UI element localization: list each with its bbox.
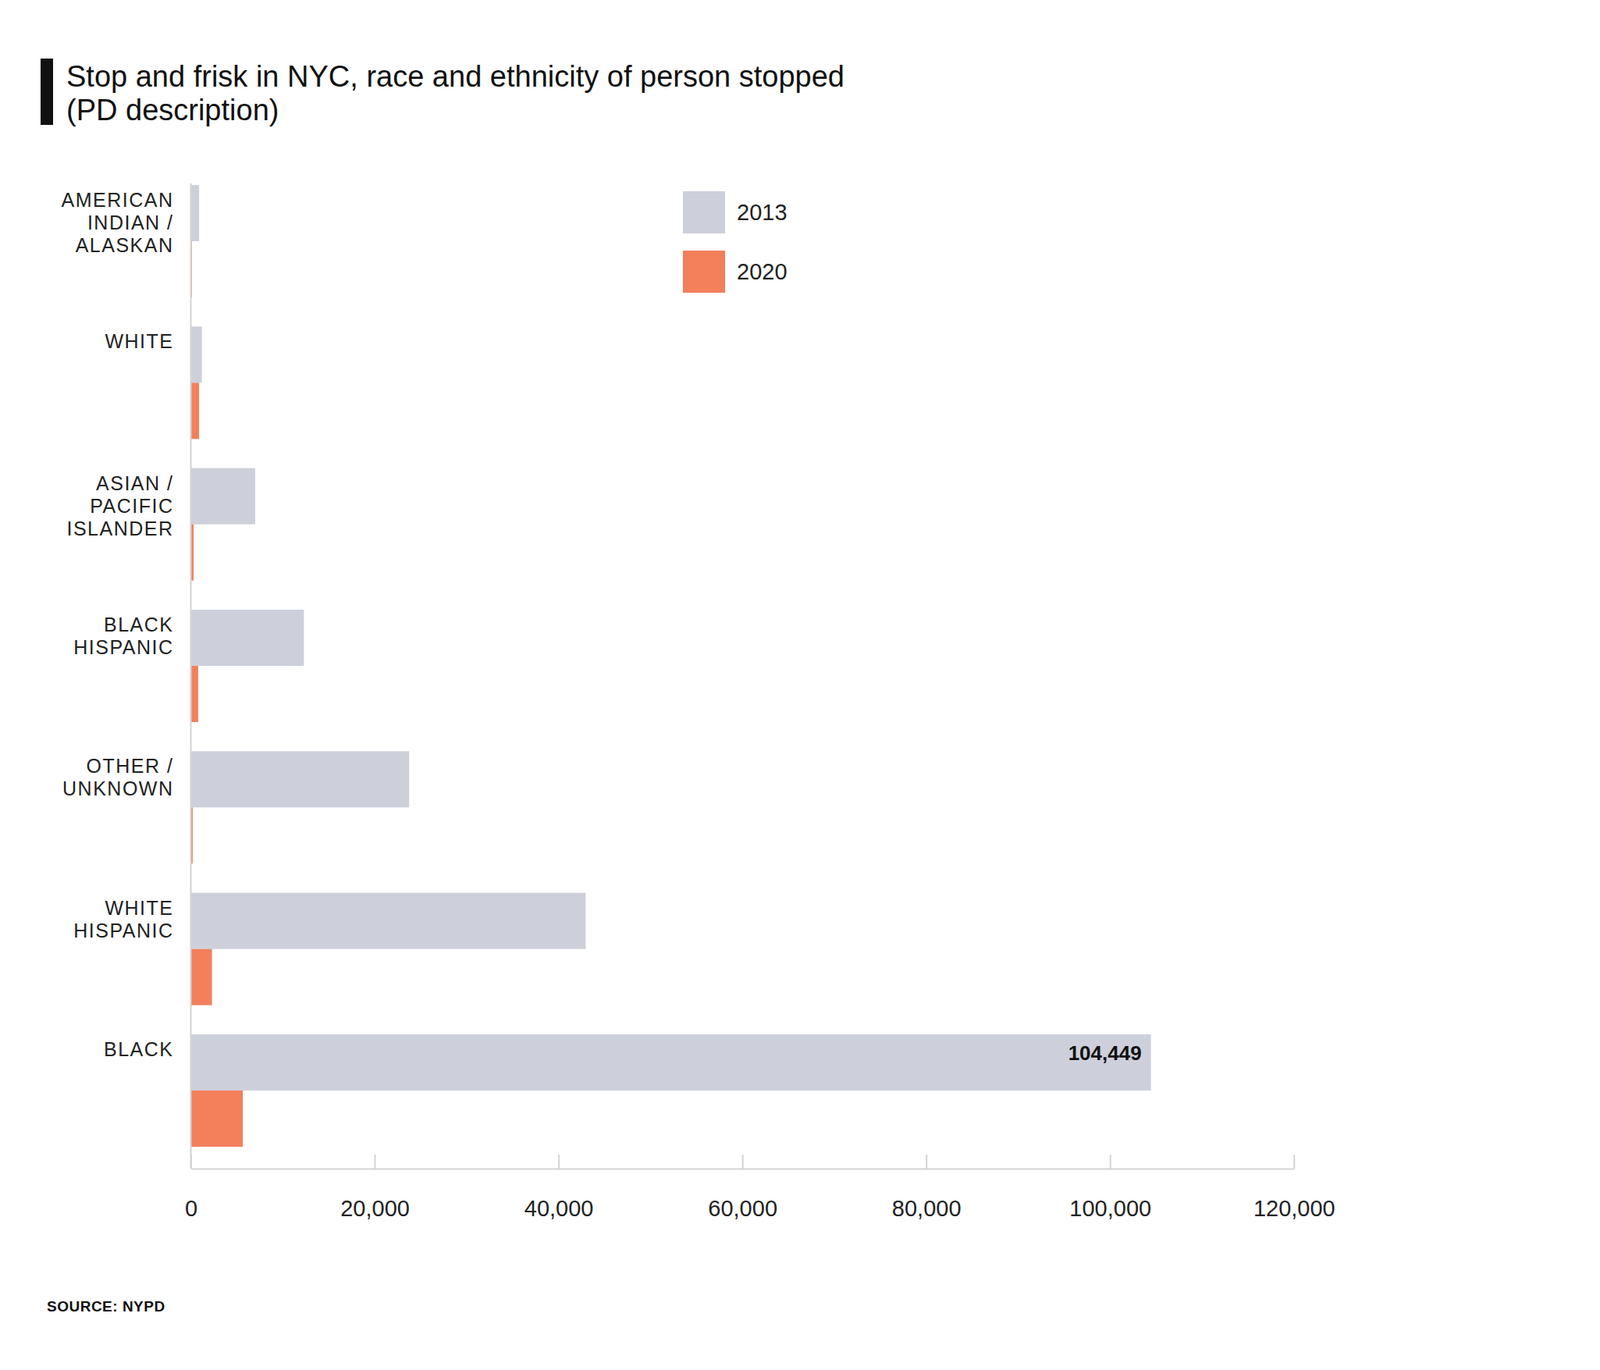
- x-tick: 100,000: [1069, 1154, 1152, 1221]
- bar-series: [191, 241, 244, 1147]
- y-tick-label: WHITEHISPANIC: [73, 896, 174, 942]
- x-axis: 0 20,000 40,000 60,000 80,000 100,000 120,000: [184, 1154, 1336, 1221]
- title: Stop and frisk in NYC, race and ethnicit…: [66, 60, 845, 127]
- y-tick: ASIAN /PACIFICISLANDER: [66, 472, 174, 540]
- bars: [191, 184, 1152, 1147]
- y-tick-label-line: ISLANDER: [66, 517, 174, 540]
- legend-item: 2013: [682, 191, 788, 234]
- y-tick: BLACKHISPANIC: [73, 613, 174, 658]
- x-tick-mark: [558, 1154, 560, 1169]
- chart: Stop and frisk in NYC, race and ethnicit…: [0, 0, 1600, 1370]
- background: [0, 0, 1600, 1370]
- x-tick-mark: [1109, 1154, 1112, 1169]
- bar: [191, 949, 213, 1006]
- data-labels: 104,449: [1068, 1041, 1142, 1065]
- x-tick-label: 60,000: [707, 1195, 778, 1221]
- y-tick-label-line: HISPANIC: [73, 636, 174, 658]
- y-tick-label-line: INDIAN /: [87, 211, 175, 234]
- y-tick-label-line: UNKNOWN: [62, 777, 174, 800]
- legend-label: 2013: [736, 199, 788, 225]
- baseline: [190, 183, 192, 1169]
- y-tick-label-line: ASIAN /: [96, 472, 174, 495]
- bar: [191, 184, 200, 242]
- x-tick-mark: [1293, 1154, 1295, 1169]
- title-bar: [40, 58, 54, 125]
- y-tick-label-line: HISPANIC: [73, 919, 174, 942]
- y-tick-label-line: ALASKAN: [75, 234, 175, 256]
- y-tick-label: WHITE: [104, 330, 174, 352]
- y-tick: WHITE: [104, 330, 174, 352]
- x-tick-label: 0: [184, 1195, 198, 1221]
- x-tick: 120,000: [1253, 1154, 1336, 1221]
- y-tick-label: BLACKHISPANIC: [73, 613, 174, 658]
- x-tick-label: 100,000: [1069, 1195, 1152, 1221]
- x-tick-mark: [190, 1154, 192, 1169]
- bar: [191, 468, 256, 525]
- bar: [191, 1090, 244, 1147]
- bar: [191, 892, 587, 950]
- x-tick-mark: [742, 1154, 744, 1169]
- x-tick-label: 40,000: [524, 1195, 594, 1221]
- bar: [191, 750, 410, 808]
- x-tick: 0: [184, 1154, 198, 1221]
- y-tick: BLACK: [103, 1038, 174, 1060]
- y-tick-label-line: WHITE: [104, 896, 174, 919]
- y-tick-label: BLACK: [103, 1038, 174, 1060]
- x-tick: 40,000: [524, 1154, 594, 1221]
- x-tick-label: 120,000: [1253, 1195, 1336, 1221]
- x-tick-mark: [925, 1154, 928, 1169]
- y-tick-label-line: OTHER /: [86, 754, 175, 777]
- legend-label: 2020: [736, 259, 788, 285]
- y-tick-label-line: BLACK: [103, 613, 174, 636]
- bar: [191, 1034, 1152, 1091]
- y-tick-label-line: BLACK: [103, 1038, 174, 1060]
- y-axis: AMERICANINDIAN /ALASKAN WHITE ASIAN /PACIF…: [61, 188, 175, 1060]
- y-tick-label-line: WHITE: [104, 330, 174, 352]
- x-tick-label: 80,000: [892, 1195, 962, 1221]
- x-tick-label: 20,000: [340, 1195, 410, 1221]
- bar: [191, 326, 203, 383]
- y-tick: OTHER /UNKNOWN: [62, 754, 174, 800]
- x-tick-mark: [374, 1154, 377, 1169]
- bar-series: [191, 184, 1152, 1091]
- bar: [191, 382, 200, 439]
- source: SOURCE: NYPD: [46, 1297, 166, 1315]
- legend-swatch: [682, 250, 726, 293]
- legend-swatch: [682, 191, 726, 234]
- y-tick: WHITEHISPANIC: [73, 896, 174, 942]
- title-line: Stop and frisk in NYC, race and ethnicit…: [66, 60, 845, 93]
- x-tick: 60,000: [707, 1154, 778, 1221]
- y-tick-label: AMERICANINDIAN /ALASKAN: [61, 188, 175, 256]
- y-tick-label: ASIAN /PACIFICISLANDER: [66, 472, 174, 540]
- bar: [191, 665, 199, 722]
- legend: 2013 2020: [682, 191, 788, 293]
- title-line: (PD description): [66, 93, 279, 127]
- y-tick: AMERICANINDIAN /ALASKAN: [61, 188, 175, 256]
- y-tick-label-line: PACIFIC: [89, 494, 174, 517]
- data-label: 104,449: [1068, 1041, 1142, 1065]
- x-tick: 80,000: [892, 1154, 962, 1221]
- y-tick-label-line: AMERICAN: [61, 188, 175, 211]
- bar: [191, 609, 305, 666]
- y-tick-label: OTHER /UNKNOWN: [62, 754, 174, 800]
- x-tick: 20,000: [340, 1154, 410, 1221]
- legend-item: 2020: [682, 250, 788, 293]
